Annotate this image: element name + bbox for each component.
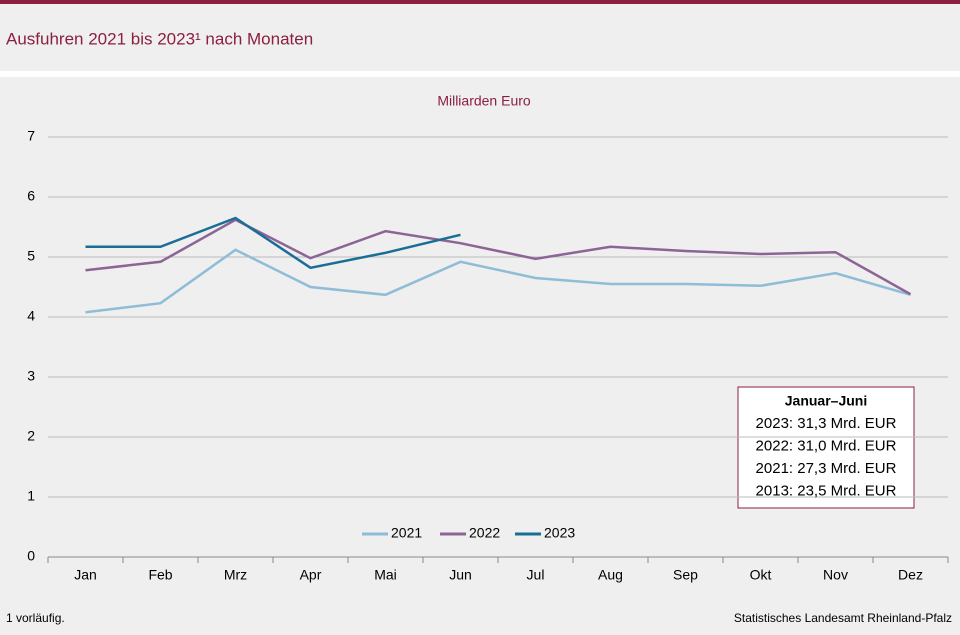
y-tick-label: 3 [27, 368, 35, 384]
line-series [85, 218, 912, 296]
x-tick-label: Nov [823, 567, 848, 583]
y-tick-label: 2 [27, 428, 35, 444]
x-tick-label: Jan [74, 567, 97, 583]
y-tick-label: 1 [27, 488, 35, 504]
legend-label: 2022 [469, 525, 500, 541]
annotation-line: 2023: 31,3 Mrd. EUR [756, 415, 897, 432]
source: Statistisches Landesamt Rheinland-Pfalz [734, 611, 952, 625]
x-tick-label: Mai [374, 567, 397, 583]
chart-title: Ausfuhren 2021 bis 2023¹ nach Monaten [6, 29, 313, 48]
line-series [85, 248, 911, 314]
annotation-line: 2021: 27,3 Mrd. EUR [756, 460, 897, 477]
x-tick-label: Apr [300, 567, 322, 583]
y-tick-label: 0 [27, 548, 35, 564]
top-bar [0, 0, 960, 4]
separator [0, 71, 960, 77]
annotation-box [737, 386, 915, 509]
subtitle: Milliarden Euro [437, 93, 531, 109]
footnote: 1 vorläufig. [6, 611, 65, 625]
y-tick-label: 5 [27, 248, 35, 264]
x-tick-label: Aug [598, 567, 623, 583]
x-tick-label: Feb [148, 567, 172, 583]
x-tick-label: Jul [527, 567, 545, 583]
annotation-title: Januar–Juni [785, 393, 867, 409]
legend-label: 2021 [391, 525, 422, 541]
x-tick-label: Mrz [224, 567, 247, 583]
x-tick-label: Okt [750, 567, 772, 583]
y-tick-label: 4 [27, 308, 35, 324]
line-series [85, 216, 461, 270]
annotation-line: 2013: 23,5 Mrd. EUR [756, 482, 897, 499]
y-tick-label: 6 [27, 188, 35, 204]
annotation-line: 2022: 31,0 Mrd. EUR [756, 437, 897, 454]
legend-label: 2023 [544, 525, 575, 541]
y-tick-label: 7 [27, 128, 35, 144]
x-tick-label: Sep [673, 567, 698, 583]
x-tick-label: Dez [898, 567, 923, 583]
x-tick-label: Jun [449, 567, 472, 583]
